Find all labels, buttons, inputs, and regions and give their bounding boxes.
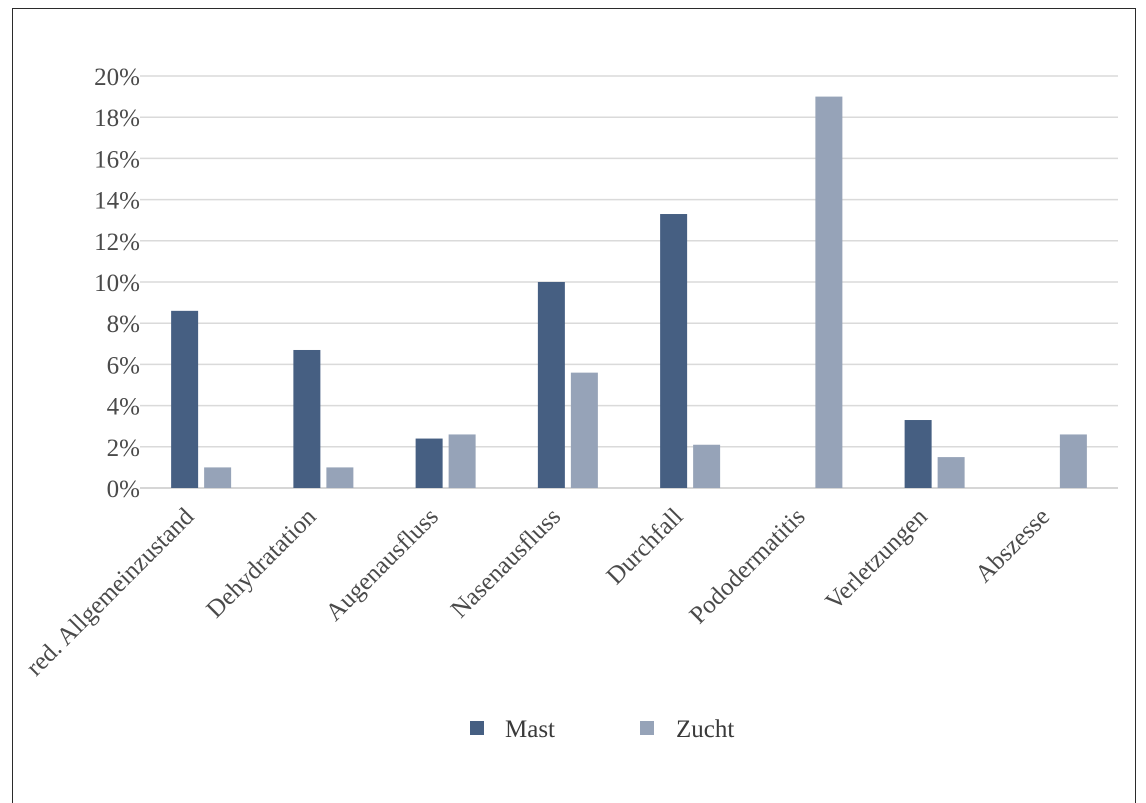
- category-label: Nasenausfluss: [446, 503, 566, 623]
- y-tick-label: 6%: [107, 352, 140, 379]
- y-tick-label: 4%: [107, 394, 140, 421]
- category-label: Pododermatitis: [684, 503, 810, 629]
- bar-mast: [415, 438, 443, 488]
- y-axis-ticks: 0% 2% 4% 6% 8% 10% 12% 14% 16% 18% 20%: [94, 64, 140, 503]
- category-label: Abszesse: [970, 503, 1055, 588]
- chart-frame: [12, 8, 1136, 803]
- bar-zucht: [693, 444, 721, 488]
- legend-swatch-mast: [470, 721, 484, 735]
- bar-zucht: [570, 372, 598, 488]
- x-axis-labels: red. Allgemeinzustand Dehydratation Augena…: [21, 503, 1055, 682]
- bar-zucht: [204, 467, 232, 488]
- category-label: red. Allgemeinzustand: [21, 503, 200, 682]
- y-tick-label: 18%: [94, 105, 140, 132]
- legend-swatch-zucht: [640, 721, 654, 735]
- y-tick-label: 2%: [107, 435, 140, 462]
- y-tick-label: 12%: [94, 229, 140, 256]
- category-label: Verletzungen: [821, 503, 934, 616]
- bar-zucht: [815, 96, 843, 488]
- y-tick-label: 8%: [107, 311, 140, 338]
- y-tick-label: 10%: [94, 270, 140, 297]
- y-tick-label: 14%: [94, 188, 140, 215]
- category-label: Dehydratation: [201, 503, 322, 624]
- bar-zucht: [937, 457, 965, 488]
- category-label: Augenausfluss: [321, 503, 444, 626]
- category-label: Durchfall: [602, 503, 689, 590]
- bar-mast: [293, 349, 321, 488]
- y-tick-label: 16%: [94, 146, 140, 173]
- bars: [171, 96, 1087, 488]
- legend: Mast Zucht: [470, 716, 734, 743]
- bar-zucht: [1059, 434, 1087, 488]
- legend-label-zucht: Zucht: [676, 716, 734, 743]
- bar-mast: [171, 310, 199, 488]
- legend-label-mast: Mast: [505, 716, 555, 743]
- bar-mast: [660, 214, 688, 488]
- bar-zucht: [448, 434, 476, 488]
- gridlines: [140, 75, 1118, 489]
- bar-mast: [537, 282, 565, 488]
- y-tick-label: 20%: [94, 64, 140, 91]
- y-tick-label: 0%: [107, 476, 140, 503]
- bar-zucht: [326, 467, 354, 488]
- bar-mast: [904, 420, 932, 488]
